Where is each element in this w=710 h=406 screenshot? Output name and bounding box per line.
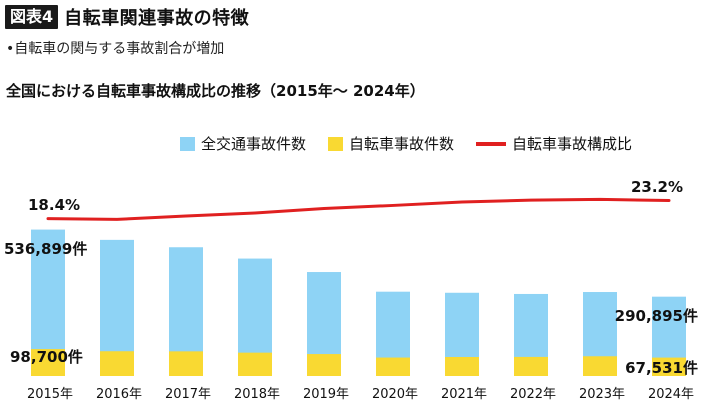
bar-bicycle-3 <box>238 352 272 376</box>
bar-bicycle-8 <box>583 356 617 376</box>
chart-title: 全国における自転車事故構成比の推移（2015年〜 2024年） <box>6 82 425 100</box>
legend-swatch-total <box>180 136 195 151</box>
bar-bicycle-2 <box>169 351 203 376</box>
x-tick-label: 2020年 <box>372 387 418 402</box>
data-label-ratio-last: 23.2% <box>631 178 683 196</box>
data-label-total-last: 290,895件 <box>615 307 698 325</box>
bar-bicycle-9 <box>652 357 686 376</box>
x-tick-label: 2024年 <box>648 387 694 402</box>
x-tick-label: 2022年 <box>510 387 556 402</box>
x-tick-label: 2019年 <box>303 387 349 402</box>
legend-line-ratio <box>476 141 507 146</box>
bar-bicycle-6 <box>445 356 479 376</box>
bullet-note: •自転車の関与する事故割合が増加 <box>6 41 225 57</box>
figure-header: 図表4 自転車関連事故の特徴 <box>5 3 249 30</box>
data-label-bicycle-first: 98,700件 <box>10 348 83 366</box>
data-label-bicycle-last: 67,531件 <box>625 359 698 377</box>
x-tick-label: 2015年 <box>27 387 73 402</box>
x-tick-label: 2017年 <box>165 387 211 402</box>
ratio-line <box>46 197 671 221</box>
legend-label-bicycle: 自転車事故件数 <box>349 135 455 153</box>
legend-swatch-bicycle <box>328 136 344 151</box>
x-tick-label: 2016年 <box>96 387 142 402</box>
legend-item-total: 全交通事故件数 <box>180 133 306 154</box>
figure-number-badge: 図表4 <box>5 4 59 29</box>
figure-title: 自転車関連事故の特徴 <box>64 7 250 29</box>
bar-bicycle-1 <box>100 351 134 376</box>
bar-bicycle-4 <box>307 354 341 376</box>
data-label-total-first: 536,899件 <box>4 240 87 258</box>
bar-bicycle-5 <box>376 357 410 376</box>
x-tick-label: 2018年 <box>234 387 280 402</box>
bar-bicycle-7 <box>514 356 548 376</box>
x-tick-label: 2021年 <box>441 387 487 402</box>
chart-legend: 全交通事故件数 自転車事故件数 自転車事故構成比 <box>180 133 654 154</box>
legend-label-ratio: 自転車事故構成比 <box>512 135 633 153</box>
bar-bicycle-0 <box>31 349 65 376</box>
legend-item-bicycle: 自転車事故件数 <box>328 133 454 154</box>
legend-label-total: 全交通事故件数 <box>201 135 307 153</box>
legend-item-ratio: 自転車事故構成比 <box>476 133 632 154</box>
data-label-ratio-first: 18.4% <box>28 196 80 214</box>
x-tick-label: 2023年 <box>579 387 625 402</box>
